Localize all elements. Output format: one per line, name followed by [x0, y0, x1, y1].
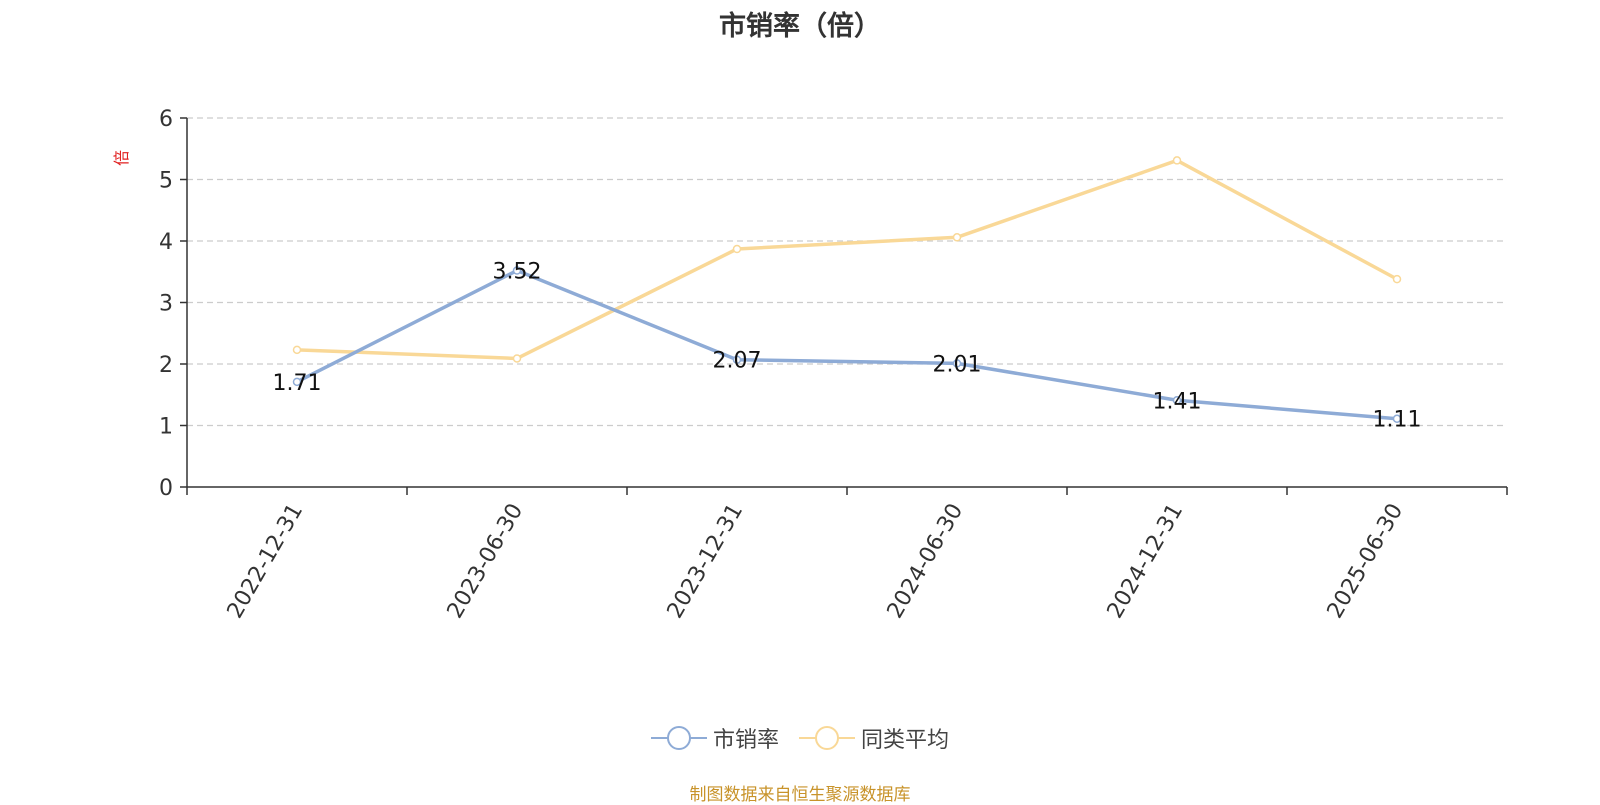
legend-line-circle-icon	[650, 726, 707, 750]
x-tick-label: 2024-06-30	[883, 500, 969, 623]
x-tick-label: 2023-12-31	[663, 500, 749, 623]
y-tick-label: 5	[159, 169, 173, 194]
x-tick-label: 2024-12-31	[1103, 500, 1189, 623]
x-tick-label: 2022-12-31	[223, 500, 309, 623]
y-tick-label: 4	[159, 230, 173, 255]
series-line-1	[296, 268, 1398, 421]
legend: 市销率 同类平均	[0, 722, 1600, 754]
y-tick-label: 2	[159, 353, 173, 378]
grid-lines	[187, 117, 1507, 427]
data-point-series2[interactable]	[952, 233, 962, 242]
axes: 0 1 2 3 4 5 6 2022-12-31 2023-06-30 2023-12-31 202…	[159, 107, 1508, 623]
data-label: 1.71	[273, 371, 322, 396]
data-label: 2.07	[713, 349, 762, 374]
x-tick-label: 2023-06-30	[443, 500, 529, 623]
data-point-series1[interactable]	[292, 377, 302, 387]
data-point-series1[interactable]	[732, 355, 742, 364]
data-label: 2.01	[933, 352, 982, 377]
data-label: 3.52	[493, 260, 542, 285]
legend-item-series1[interactable]: 市销率	[650, 722, 779, 754]
data-point-series2[interactable]	[732, 244, 742, 254]
legend-line-circle-icon	[799, 726, 855, 750]
y-tick-label: 6	[159, 107, 173, 132]
y-tick-label: 1	[159, 415, 173, 440]
data-point-series1[interactable]	[1172, 396, 1182, 405]
data-label: 1.11	[1373, 408, 1422, 433]
source-footer: 制图数据来自恒生聚源数据库	[689, 785, 911, 805]
data-label: 1.41	[1153, 389, 1202, 414]
data-point-series2[interactable]	[292, 345, 302, 355]
series-lines	[292, 156, 1402, 423]
legend-item-series2[interactable]: 同类平均	[799, 722, 949, 754]
y-tick-label: 3	[159, 292, 173, 317]
data-point-series2[interactable]	[1172, 156, 1182, 165]
y-axis-label: 倍	[112, 150, 131, 166]
data-point-series2[interactable]	[512, 354, 522, 363]
y-tick-label: 0	[159, 476, 173, 501]
data-labels: 1.71 3.52 2.07 2.01 1.41 1.11	[273, 260, 1422, 433]
legend-label-series1: 市销率	[712, 728, 779, 753]
series-line-2	[296, 158, 1398, 361]
data-point-series1[interactable]	[1392, 414, 1402, 423]
data-point-series1[interactable]	[952, 359, 962, 368]
legend-label-series2: 同类平均	[861, 728, 950, 753]
x-tick-label: 2025-06-30	[1323, 500, 1409, 623]
chart-title: 市销率（倍）	[719, 11, 881, 42]
data-point-series2[interactable]	[1392, 274, 1402, 284]
data-point-series1[interactable]	[512, 266, 522, 275]
